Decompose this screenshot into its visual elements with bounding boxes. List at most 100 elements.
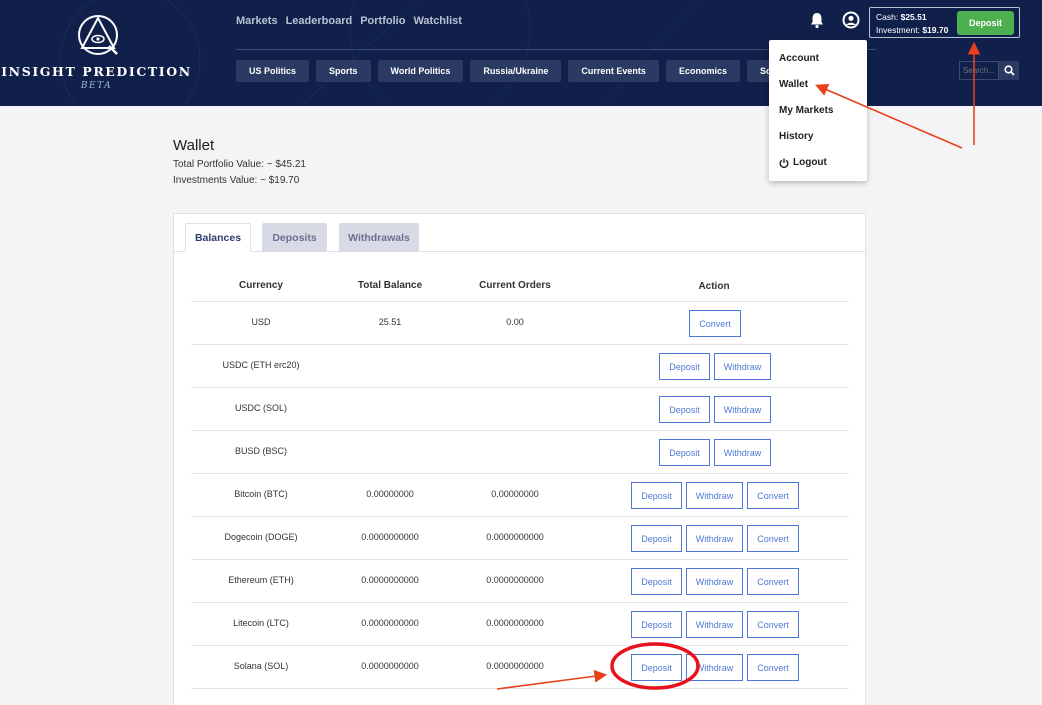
deposit-button-usdc-sol[interactable]: Deposit [659,396,710,423]
row-divider [191,344,849,345]
category-nav: US Politics Sports World Politics Russia… [236,60,807,82]
row-divider [191,688,849,689]
row-divider [191,645,849,646]
convert-button-usd[interactable]: Convert [689,310,741,337]
current-orders-value: 0.0000000000 [486,618,544,628]
withdraw-button-bitcoin-btc[interactable]: Withdraw [686,482,743,509]
bell-icon[interactable] [808,11,826,29]
search-icon [1003,65,1015,76]
logo[interactable]: INSIGHT PREDICTION BETA [0,0,200,106]
total-balance-value: 0.0000000000 [361,618,419,628]
nav-markets[interactable]: Markets [236,15,278,27]
currency-name: USDC (ETH erc20) [222,360,300,370]
site-header: INSIGHT PREDICTION BETA Markets Leaderbo… [0,0,1042,106]
row-divider [191,516,849,517]
brand-name: INSIGHT PREDICTION [1,64,192,79]
header-currency: Currency [239,280,283,291]
investments-value: Investments Value: ~ $19.70 [173,175,300,186]
tabs-divider [174,251,865,252]
category-russia-ukraine[interactable]: Russia/Ukraine [470,60,562,82]
convert-button-bitcoin-btc[interactable]: Convert [747,482,799,509]
top-nav: Markets Leaderboard Portfolio Watchlist [236,15,462,27]
deposit-button-ethereum-eth[interactable]: Deposit [631,568,682,595]
menu-item-logout[interactable]: Logout [779,157,827,168]
total-balance-value: 25.51 [378,317,402,327]
user-dropdown-menu: Account Wallet My Markets History Logout [769,40,867,181]
withdraw-button-litecoin-ltc[interactable]: Withdraw [686,611,743,638]
tab-balances[interactable]: Balances [185,223,251,252]
deposit-button-bitcoin-btc[interactable]: Deposit [631,482,682,509]
table-header-divider [191,301,849,302]
total-balance-value: 0.0000000000 [361,575,419,585]
convert-button-ethereum-eth[interactable]: Convert [747,568,799,595]
menu-item-logout-label: Logout [793,157,827,168]
row-divider [191,473,849,474]
menu-item-history[interactable]: History [779,131,814,142]
header-deposit-button[interactable]: Deposit [957,11,1014,35]
total-portfolio-value: Total Portfolio Value: ~ $45.21 [173,159,306,170]
nav-leaderboard[interactable]: Leaderboard [285,15,353,27]
convert-button-solana-sol[interactable]: Convert [747,654,799,681]
current-orders-value: 0.0000000000 [486,661,544,671]
withdraw-button-solana-sol[interactable]: Withdraw [686,654,743,681]
currency-name: USDC (SOL) [234,403,287,413]
power-icon [779,158,789,168]
withdraw-button-busd-bsc[interactable]: Withdraw [714,439,771,466]
row-divider [191,430,849,431]
total-balance-value: 0.0000000000 [361,532,419,542]
row-divider [191,602,849,603]
currency-name: Bitcoin (BTC) [234,489,288,499]
deposit-button-litecoin-ltc[interactable]: Deposit [631,611,682,638]
deposit-button-dogecoin-doge[interactable]: Deposit [631,525,682,552]
header-background-pattern [59,0,701,106]
currency-name: Litecoin (LTC) [233,618,289,628]
page-title: Wallet [173,137,215,154]
user-icon[interactable] [842,11,860,29]
deposit-button-busd-bsc[interactable]: Deposit [659,439,710,466]
header-current-orders: Current Orders [479,280,551,291]
currency-name: Dogecoin (DOGE) [224,532,298,542]
brand-beta: BETA [80,81,113,91]
category-current-events[interactable]: Current Events [568,60,659,82]
tab-withdrawals[interactable]: Withdrawals [339,223,419,252]
wallet-card: Balances Deposits Withdrawals Currency T… [173,213,866,705]
menu-item-my-markets[interactable]: My Markets [779,105,834,116]
deposit-button-usdc-eth-erc20[interactable]: Deposit [659,353,710,380]
convert-button-litecoin-ltc[interactable]: Convert [747,611,799,638]
nav-divider [236,49,876,50]
row-divider [191,387,849,388]
category-us-politics[interactable]: US Politics [236,60,310,82]
total-balance-value: 0.00000000 [366,489,414,499]
deposit-button-solana-sol[interactable]: Deposit [631,654,682,681]
category-economics[interactable]: Economics [665,60,740,82]
withdraw-button-usdc-sol[interactable]: Withdraw [714,396,771,423]
header-total-balance: Total Balance [357,280,423,291]
withdraw-button-usdc-eth-erc20[interactable]: Withdraw [714,353,771,380]
convert-button-dogecoin-doge[interactable]: Convert [747,525,799,552]
currency-name: BUSD (BSC) [234,446,287,456]
nav-watchlist[interactable]: Watchlist [413,15,462,27]
total-balance-value: 0.0000000000 [361,661,419,671]
withdraw-button-dogecoin-doge[interactable]: Withdraw [686,525,743,552]
logo-icon [78,15,118,55]
category-world-politics[interactable]: World Politics [377,60,464,82]
withdraw-button-ethereum-eth[interactable]: Withdraw [686,568,743,595]
menu-item-wallet[interactable]: Wallet [779,79,809,90]
wallet-cash: Cash: $25.51 [876,12,927,22]
tab-deposits[interactable]: Deposits [262,223,327,252]
row-divider [191,559,849,560]
nav-portfolio[interactable]: Portfolio [360,15,406,27]
currency-name: Ethereum (ETH) [228,575,294,585]
category-sports[interactable]: Sports [316,60,371,82]
currency-name: USD [251,317,271,327]
current-orders-value: 0.0000000000 [486,532,544,542]
current-orders-value: 0.00 [506,317,524,327]
search-input[interactable] [959,61,999,80]
header-action: Action [698,281,730,292]
wallet-summary: Cash: $25.51 Investment: $19.70 Deposit [869,7,1020,38]
menu-item-account[interactable]: Account [779,53,819,64]
wallet-investment: Investment: $19.70 [876,25,949,35]
currency-name: Solana (SOL) [233,661,289,671]
search-button[interactable] [999,61,1019,80]
current-orders-value: 0.0000000000 [486,575,544,585]
